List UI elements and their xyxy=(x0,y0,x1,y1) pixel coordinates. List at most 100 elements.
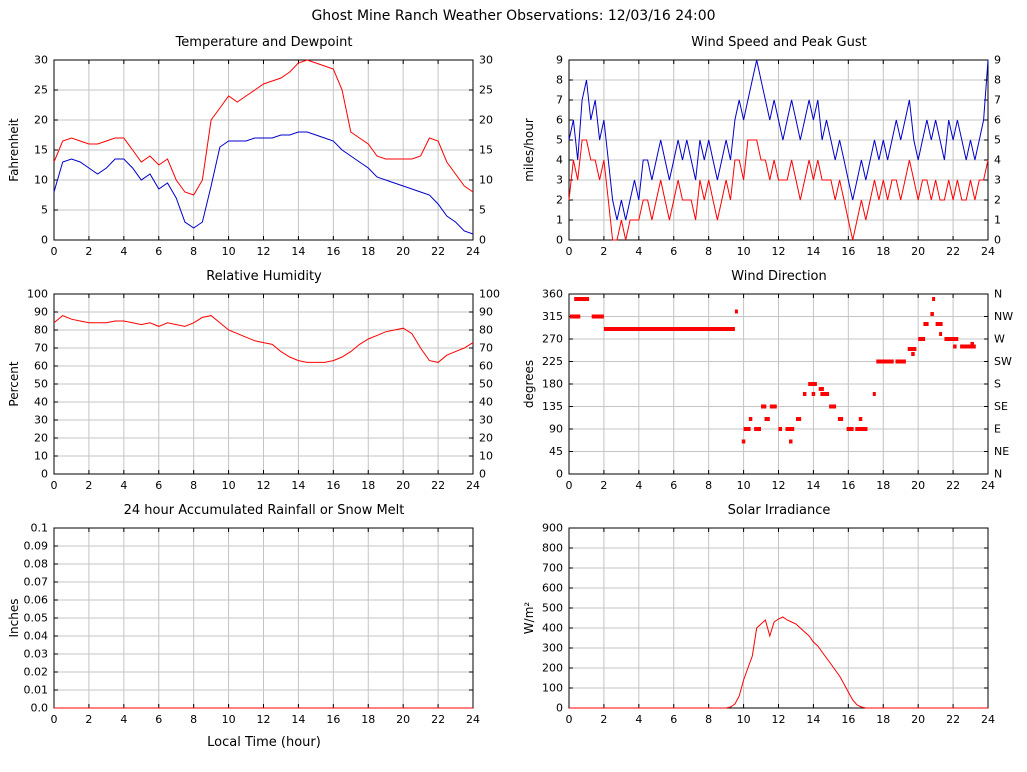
y-tick-label-right: 15 xyxy=(479,144,493,157)
chart-title: Solar Irradiance xyxy=(727,503,830,518)
x-tick-label: 12 xyxy=(771,245,785,258)
x-tick-label: 4 xyxy=(120,245,127,258)
y-tick-label: 0 xyxy=(556,468,563,481)
x-tick-label: 6 xyxy=(155,713,162,726)
y-tick-label-right: SW xyxy=(994,355,1012,368)
y-tick-label: 20 xyxy=(34,432,48,445)
y-tick-label: 0.02 xyxy=(23,666,48,679)
y-tick-label: 30 xyxy=(34,414,48,427)
x-tick-label: 12 xyxy=(771,479,785,492)
y-tick-label-right: E xyxy=(994,423,1001,436)
y-tick-label-right: 10 xyxy=(479,450,493,463)
x-tick-label: 18 xyxy=(361,479,375,492)
y-tick-label: 135 xyxy=(542,400,563,413)
x-tick-label: 4 xyxy=(635,713,642,726)
x-tick-label: 18 xyxy=(876,713,890,726)
y-tick-label: 10 xyxy=(34,450,48,463)
x-tick-label: 8 xyxy=(190,245,197,258)
x-tick-label: 10 xyxy=(221,245,235,258)
page-title: Ghost Mine Ranch Weather Observations: 1… xyxy=(311,8,716,24)
chart-title: 24 hour Accumulated Rainfall or Snow Mel… xyxy=(123,503,404,518)
x-tick-label: 18 xyxy=(876,479,890,492)
y-tick-label: 20 xyxy=(34,114,48,127)
y-tick-label-right: 0 xyxy=(479,468,486,481)
y-tick-label-right: W xyxy=(994,333,1005,346)
x-tick-label: 24 xyxy=(981,713,995,726)
y-tick-label-right: 80 xyxy=(479,324,493,337)
plot-area: 0 01 12 23 34 45 56 67 78 89 90 2 4 6 8 10 12 14 16 18 20 22 2… xyxy=(556,54,1001,259)
x-tick-label: 12 xyxy=(256,245,270,258)
y-axis-label: Inches xyxy=(7,599,21,638)
x-tick-label: 20 xyxy=(396,479,410,492)
y-tick-label: 0.05 xyxy=(23,612,48,625)
y-tick-label-right: 20 xyxy=(479,432,493,445)
x-tick-label: 12 xyxy=(256,479,270,492)
x-tick-label: 16 xyxy=(326,713,340,726)
x-axis-label: Local Time (hour) xyxy=(207,735,321,750)
y-tick-label: 40 xyxy=(34,396,48,409)
y-tick-label-right: NE xyxy=(994,445,1009,458)
y-tick-label: 900 xyxy=(542,522,563,535)
x-tick-label: 24 xyxy=(981,479,995,492)
x-tick-label: 20 xyxy=(911,245,925,258)
y-tick-label-right: 20 xyxy=(479,114,493,127)
y-tick-label: 8 xyxy=(556,74,563,87)
x-tick-label: 2 xyxy=(600,479,607,492)
y-tick-label: 60 xyxy=(34,360,48,373)
y-tick-label: 1 xyxy=(556,214,563,227)
humidity-line xyxy=(53,315,473,363)
x-tick-label: 4 xyxy=(120,713,127,726)
y-tick-label: 7 xyxy=(556,94,563,107)
x-tick-label: 22 xyxy=(946,479,960,492)
x-tick-label: 14 xyxy=(806,479,820,492)
y-tick-label: 9 xyxy=(556,54,563,67)
peak-gust-line xyxy=(568,59,988,221)
y-tick-label-right: 0 xyxy=(994,234,1001,247)
x-tick-label: 8 xyxy=(190,479,197,492)
y-tick-label: 25 xyxy=(34,84,48,97)
x-tick-label: 22 xyxy=(431,245,445,258)
y-tick-label: 3 xyxy=(556,174,563,187)
y-tick-label: 315 xyxy=(542,310,563,323)
y-tick-label-right: N xyxy=(994,288,1002,301)
plot-area: 0.0 0.01 0.02 0.03 0.04 0.05 0.06 0.07 0.08 0.09 0… xyxy=(23,522,480,727)
x-tick-label: 24 xyxy=(466,245,480,258)
y-tick-label-right: 3 xyxy=(994,174,1001,187)
y-tick-label: 0 xyxy=(41,234,48,247)
x-tick-label: 22 xyxy=(431,713,445,726)
y-axis-label: degrees xyxy=(522,360,536,408)
y-tick-label: 2 xyxy=(556,194,563,207)
x-tick-label: 24 xyxy=(981,245,995,258)
y-tick-label: 45 xyxy=(549,445,563,458)
x-tick-label: 18 xyxy=(361,245,375,258)
y-tick-label: 0.08 xyxy=(23,558,48,571)
x-tick-label: 10 xyxy=(736,713,750,726)
y-tick-label: 5 xyxy=(556,134,563,147)
x-tick-label: 2 xyxy=(600,245,607,258)
y-tick-label: 90 xyxy=(34,306,48,319)
y-tick-label: 500 xyxy=(542,602,563,615)
y-axis-label: Percent xyxy=(7,361,21,406)
y-axis-label: Fahrenheit xyxy=(7,118,21,182)
x-tick-label: 16 xyxy=(841,713,855,726)
solar-irradiance-chart: Solar Irradiance W/m² 010020030040050060… xyxy=(522,503,995,727)
x-tick-label: 0 xyxy=(565,479,572,492)
x-tick-label: 8 xyxy=(705,479,712,492)
y-tick-label: 100 xyxy=(27,288,48,301)
x-tick-label: 0 xyxy=(50,713,57,726)
x-tick-label: 2 xyxy=(85,713,92,726)
x-tick-label: 16 xyxy=(841,479,855,492)
x-tick-label: 20 xyxy=(396,245,410,258)
y-tick-label-right: 9 xyxy=(994,54,1001,67)
y-tick-label-right: 30 xyxy=(479,414,493,427)
y-tick-label: 360 xyxy=(542,288,563,301)
chart-title: Wind Speed and Peak Gust xyxy=(691,35,866,50)
rainfall-chart: 24 hour Accumulated Rainfall or Snow Mel… xyxy=(7,503,480,750)
x-tick-label: 8 xyxy=(705,713,712,726)
y-tick-label-right: 100 xyxy=(479,288,500,301)
x-tick-label: 24 xyxy=(466,479,480,492)
